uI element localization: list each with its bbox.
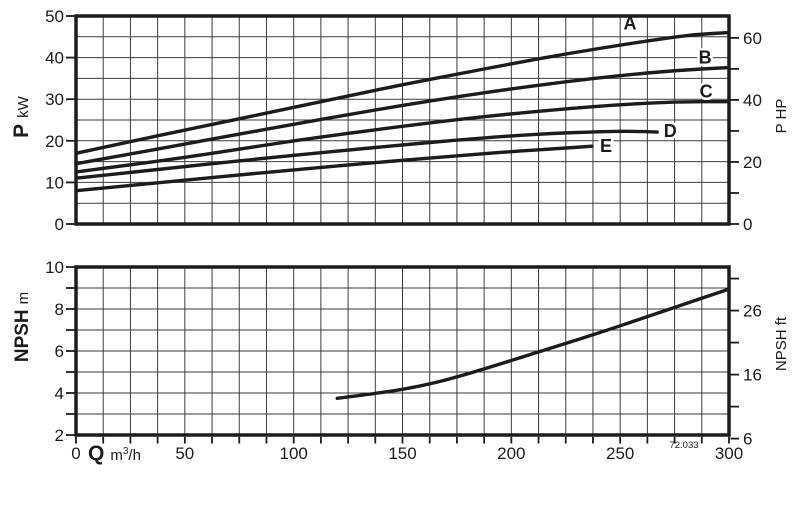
tick-label: 20 (45, 132, 64, 151)
tick-label: 200 (497, 444, 525, 463)
curve-NPSH (335, 287, 729, 400)
power-unit: kW (15, 95, 32, 118)
power-frame (74, 14, 731, 226)
power-right-axis-label: P HP (773, 99, 790, 134)
curve-label-E: E (600, 136, 612, 156)
power-left-axis: 0 10 20 30 40 50 (45, 7, 75, 234)
tick-label: 20 (743, 153, 762, 172)
curve-A (76, 30, 729, 155)
curve-label-C: C (700, 82, 713, 102)
power-symbol: P (10, 124, 33, 138)
tick-label: 30 (45, 90, 64, 109)
npsh-left-axis-label: NPSH m (12, 292, 33, 362)
flow-unit-rest: /h (128, 447, 141, 464)
tick-label: 0 (71, 444, 80, 463)
tick-label: 250 (606, 444, 634, 463)
tick-label: 300 (715, 444, 743, 463)
tick-label: 50 (175, 444, 194, 463)
npsh-symbol: NPSH (12, 309, 33, 362)
npsh-grid (76, 267, 729, 435)
npsh-frame (74, 265, 731, 437)
tick-label: 100 (280, 444, 308, 463)
tick-label: 150 (388, 444, 416, 463)
tick-label: 40 (743, 91, 762, 110)
tick-label: 6 (743, 430, 752, 449)
flow-symbol: Q (88, 442, 104, 465)
curve-B (76, 65, 729, 166)
power-curves (76, 30, 729, 193)
power-right-axis: 0 20 40 60 (730, 29, 762, 234)
flow-x-axis: 0 50 100 150 200 250 300 (71, 436, 743, 463)
curve-C (76, 100, 729, 174)
power-left-axis-label: PkW (10, 95, 33, 138)
npsh-right-axis: 6 16 26 (730, 277, 762, 449)
curve-label-D: D (664, 121, 677, 141)
tick-label: 50 (45, 7, 64, 26)
flow-unit-base: m (110, 447, 123, 464)
curve-D (76, 129, 659, 180)
tick-label: 0 (55, 215, 64, 234)
tick-label: 10 (45, 258, 64, 277)
flow-unit-superscript: 3 (123, 446, 129, 457)
curve-E (76, 144, 594, 193)
tick-label: 10 (45, 173, 64, 192)
tick-label: 40 (45, 49, 64, 68)
power-grid (76, 16, 729, 224)
curve-label-B: B (699, 48, 712, 68)
npsh-right-axis-label: NPSH ft (773, 316, 790, 371)
tick-label: 60 (743, 29, 762, 48)
npsh-unit: m (15, 292, 32, 305)
npsh-left-axis: 2 4 6 8 10 (45, 258, 75, 445)
tick-label: 26 (743, 302, 762, 321)
npsh-curves (335, 287, 729, 400)
tick-label: 16 (743, 366, 762, 385)
tick-label: 6 (55, 342, 64, 361)
tick-label: 4 (55, 384, 64, 403)
tick-label: 2 (55, 426, 64, 445)
tick-label: 0 (743, 215, 752, 234)
drawing-code: 72.033 (669, 440, 698, 451)
tick-label: 8 (55, 300, 64, 319)
